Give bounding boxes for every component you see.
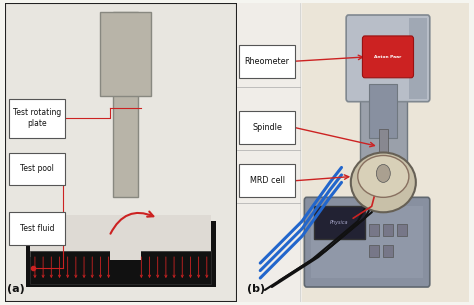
- FancyBboxPatch shape: [237, 3, 469, 302]
- Bar: [369, 224, 379, 236]
- FancyBboxPatch shape: [363, 36, 413, 78]
- Ellipse shape: [351, 152, 416, 212]
- Text: Spindle: Spindle: [252, 123, 282, 131]
- Text: Anton Paar: Anton Paar: [374, 55, 401, 59]
- FancyBboxPatch shape: [239, 164, 295, 197]
- Bar: [397, 224, 407, 236]
- Bar: [369, 245, 379, 257]
- FancyBboxPatch shape: [5, 3, 237, 302]
- Ellipse shape: [358, 156, 409, 197]
- Text: Rheometer: Rheometer: [245, 57, 290, 66]
- Bar: [26, 221, 216, 287]
- Bar: [30, 215, 211, 227]
- FancyBboxPatch shape: [360, 24, 407, 269]
- Circle shape: [376, 164, 390, 182]
- Bar: [30, 227, 211, 257]
- Text: Test pool: Test pool: [20, 164, 54, 174]
- FancyBboxPatch shape: [9, 212, 65, 245]
- FancyBboxPatch shape: [239, 111, 295, 144]
- FancyBboxPatch shape: [409, 18, 428, 99]
- FancyBboxPatch shape: [311, 206, 423, 278]
- FancyBboxPatch shape: [314, 206, 365, 239]
- Text: MRD cell: MRD cell: [250, 176, 285, 185]
- FancyBboxPatch shape: [9, 152, 65, 185]
- Bar: [379, 129, 388, 188]
- FancyBboxPatch shape: [369, 84, 397, 138]
- Text: (a): (a): [8, 285, 25, 295]
- FancyBboxPatch shape: [9, 99, 65, 138]
- Bar: [383, 245, 392, 257]
- FancyBboxPatch shape: [100, 12, 151, 96]
- Text: Test fluid: Test fluid: [20, 224, 55, 233]
- Text: (b): (b): [246, 285, 264, 295]
- Bar: [237, 3, 302, 302]
- FancyBboxPatch shape: [304, 197, 430, 287]
- Bar: [383, 224, 392, 236]
- Bar: [110, 224, 141, 260]
- FancyBboxPatch shape: [113, 12, 138, 197]
- FancyBboxPatch shape: [346, 15, 430, 102]
- Bar: [295, 3, 469, 302]
- Text: Physica: Physica: [330, 220, 348, 225]
- Text: Test rotating
plate: Test rotating plate: [13, 108, 61, 128]
- Bar: [30, 251, 211, 284]
- FancyBboxPatch shape: [239, 45, 295, 78]
